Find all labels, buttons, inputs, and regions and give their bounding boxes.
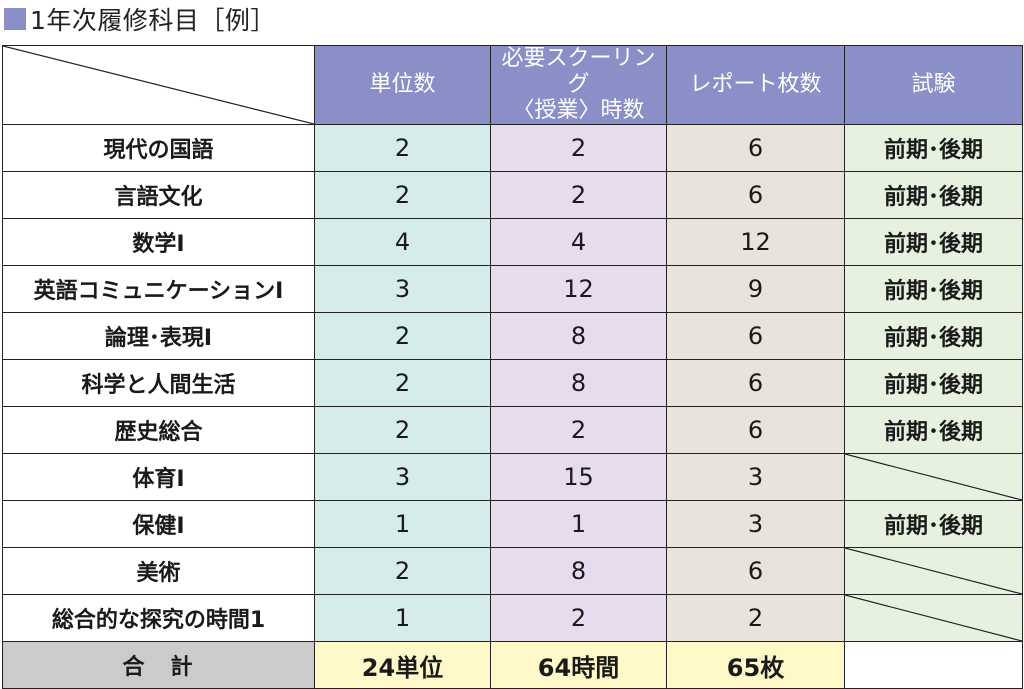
subject-cell: 総合的な探究の時間1	[2, 594, 315, 642]
hours-cell: 12	[490, 265, 667, 313]
units-cell: 2	[314, 359, 491, 407]
exam-cell: 前期･後期	[844, 500, 1023, 548]
exam-cell: 前期･後期	[844, 312, 1023, 360]
exam-cell: 前期･後期	[844, 359, 1023, 407]
header-exam: 試験	[844, 45, 1023, 125]
reports-cell: 3	[666, 500, 845, 548]
table-row: 現代の国語 2 2 6 前期･後期	[2, 124, 1023, 172]
hours-cell: 2	[490, 171, 667, 219]
units-cell: 2	[314, 312, 491, 360]
units-cell: 1	[314, 500, 491, 548]
title-text: 1年次履修科目［例］	[30, 6, 276, 35]
reports-cell: 6	[666, 124, 845, 172]
table-row: 美術 2 8 6	[2, 547, 1023, 595]
exam-cell: 前期･後期	[844, 171, 1023, 219]
header-row: 単位数 必要スクーリング 〈授業〉時数 レポート枚数 試験	[2, 45, 1023, 125]
hours-cell: 4	[490, 218, 667, 266]
units-cell: 4	[314, 218, 491, 266]
exam-cell-none	[844, 594, 1023, 642]
table-row: 体育Ⅰ 3 15 3	[2, 453, 1023, 501]
page-title: 1年次履修科目［例］	[4, 0, 276, 38]
total-reports: 65枚	[666, 641, 845, 689]
subject-cell: 科学と人間生活	[2, 359, 315, 407]
table-row: 数学Ⅰ 4 4 12 前期･後期	[2, 218, 1023, 266]
course-table: 単位数 必要スクーリング 〈授業〉時数 レポート枚数 試験 現代の国語 2 2 6 前期…	[2, 45, 1023, 689]
header-hours-line1: 必要スクーリング	[501, 46, 656, 97]
subject-cell: 数学Ⅰ	[2, 218, 315, 266]
subject-cell: 保健Ⅰ	[2, 500, 315, 548]
subject-cell: 歴史総合	[2, 406, 315, 454]
hours-cell: 8	[490, 359, 667, 407]
exam-cell: 前期･後期	[844, 218, 1023, 266]
total-exam-blank	[844, 641, 1023, 689]
exam-cell: 前期･後期	[844, 124, 1023, 172]
table-row: 英語コミュニケーションⅠ 3 12 9 前期･後期	[2, 265, 1023, 313]
header-corner	[2, 45, 315, 125]
exam-none-diagonal-line	[845, 595, 1022, 641]
units-cell: 2	[314, 547, 491, 595]
reports-cell: 9	[666, 265, 845, 313]
exam-none-diagonal-line	[845, 454, 1022, 500]
total-label: 合 計	[2, 641, 315, 689]
total-units: 24単位	[314, 641, 491, 689]
header-exam-label: 試験	[911, 72, 956, 97]
corner-diagonal-line	[3, 46, 314, 124]
units-cell: 3	[314, 453, 491, 501]
hours-cell: 2	[490, 594, 667, 642]
reports-cell: 6	[666, 406, 845, 454]
exam-cell: 前期･後期	[844, 406, 1023, 454]
exam-cell-none	[844, 453, 1023, 501]
total-row: 合 計 24単位 64時間 65枚	[2, 641, 1023, 689]
units-cell: 2	[314, 124, 491, 172]
hours-cell: 1	[490, 500, 667, 548]
reports-cell: 6	[666, 359, 845, 407]
exam-none-diagonal-line	[845, 548, 1022, 594]
subject-cell: 言語文化	[2, 171, 315, 219]
header-units: 単位数	[314, 45, 491, 125]
hours-cell: 2	[490, 124, 667, 172]
reports-cell: 3	[666, 453, 845, 501]
reports-cell: 6	[666, 171, 845, 219]
hours-cell: 8	[490, 547, 667, 595]
header-reports-label: レポート枚数	[689, 72, 822, 97]
table-row: 歴史総合 2 2 6 前期･後期	[2, 406, 1023, 454]
units-cell: 2	[314, 171, 491, 219]
header-hours: 必要スクーリング 〈授業〉時数	[490, 45, 667, 125]
hours-cell: 8	[490, 312, 667, 360]
table-row: 論理･表現Ⅰ 2 8 6 前期･後期	[2, 312, 1023, 360]
table-row: 言語文化 2 2 6 前期･後期	[2, 171, 1023, 219]
reports-cell: 2	[666, 594, 845, 642]
hours-cell: 2	[490, 406, 667, 454]
subject-cell: 論理･表現Ⅰ	[2, 312, 315, 360]
table-row: 総合的な探究の時間1 1 2 2	[2, 594, 1023, 642]
units-cell: 2	[314, 406, 491, 454]
subject-cell: 現代の国語	[2, 124, 315, 172]
header-reports: レポート枚数	[666, 45, 845, 125]
subject-cell: 美術	[2, 547, 315, 595]
reports-cell: 6	[666, 547, 845, 595]
total-hours: 64時間	[490, 641, 667, 689]
subject-cell: 英語コミュニケーションⅠ	[2, 265, 315, 313]
subject-cell: 体育Ⅰ	[2, 453, 315, 501]
header-hours-line2: 〈授業〉時数	[512, 98, 645, 123]
units-cell: 1	[314, 594, 491, 642]
table-row: 保健Ⅰ 1 1 3 前期･後期	[2, 500, 1023, 548]
table-row: 科学と人間生活 2 8 6 前期･後期	[2, 359, 1023, 407]
reports-cell: 12	[666, 218, 845, 266]
reports-cell: 6	[666, 312, 845, 360]
table-body: 現代の国語 2 2 6 前期･後期 言語文化 2 2 6 前期･後期 数学Ⅰ 4 4 12 前期･後期 英語コ…	[2, 124, 1023, 642]
exam-cell-none	[844, 547, 1023, 595]
units-cell: 3	[314, 265, 491, 313]
header-units-label: 単位数	[369, 72, 436, 97]
hours-cell: 15	[490, 453, 667, 501]
exam-cell: 前期･後期	[844, 265, 1023, 313]
title-square-icon	[4, 8, 26, 30]
